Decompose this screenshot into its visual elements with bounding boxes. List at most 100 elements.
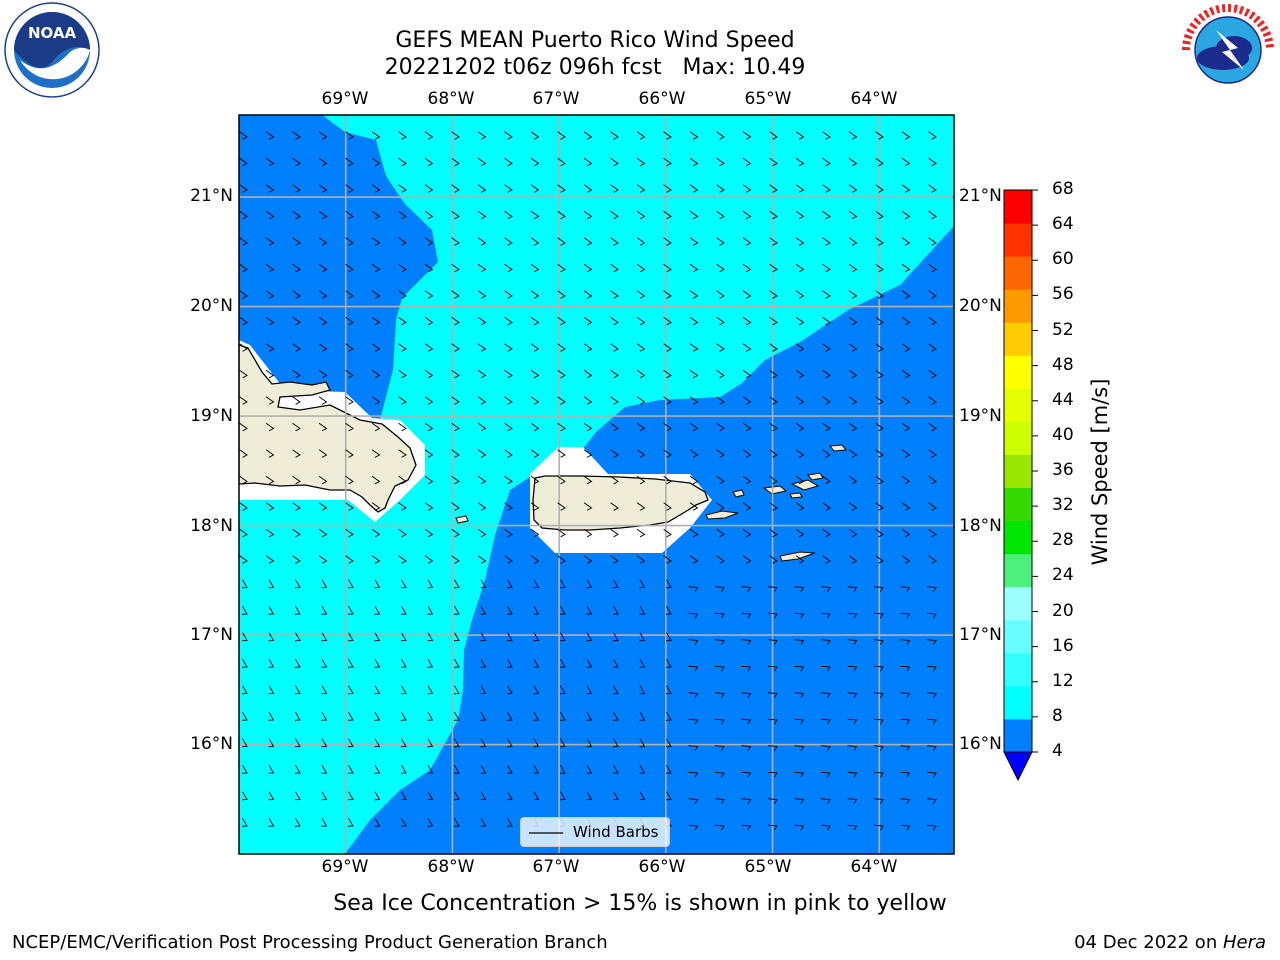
wind-barb bbox=[424, 449, 434, 458]
wind-barb bbox=[794, 771, 805, 778]
wind-barb bbox=[689, 263, 699, 273]
wind-barb bbox=[610, 343, 619, 352]
wind-barb bbox=[767, 692, 778, 698]
wind-barb bbox=[612, 579, 619, 589]
wind-barb bbox=[847, 798, 858, 804]
wind-barb bbox=[453, 579, 460, 589]
wind-barb bbox=[795, 369, 805, 379]
wind-barb bbox=[239, 343, 248, 352]
wind-barb bbox=[688, 745, 699, 751]
wind-barb bbox=[371, 555, 381, 564]
wind-barb bbox=[424, 422, 434, 432]
wind-barb bbox=[610, 290, 619, 299]
wind-barb bbox=[928, 263, 937, 273]
wind-barb bbox=[583, 157, 593, 167]
wind-barb bbox=[477, 449, 487, 458]
colorbar-tick-label: 52 bbox=[1052, 319, 1074, 340]
wind-barb bbox=[900, 692, 911, 698]
wind-barb bbox=[504, 237, 513, 246]
wind-barb bbox=[663, 184, 672, 193]
wind-barb bbox=[689, 184, 699, 193]
wind-barb bbox=[610, 422, 619, 432]
wind-barb bbox=[506, 685, 513, 695]
wind-barb bbox=[557, 157, 566, 167]
wind-barb bbox=[398, 502, 407, 511]
wind-barb bbox=[347, 791, 354, 801]
wind-barb bbox=[610, 475, 619, 485]
wind-barb bbox=[663, 475, 672, 485]
lat-label-right: 18°N bbox=[959, 516, 1002, 536]
wind-barb bbox=[769, 237, 778, 246]
wind-barb bbox=[795, 422, 805, 432]
colorbar-segment bbox=[1004, 355, 1032, 389]
wind-barb bbox=[583, 475, 593, 485]
wind-barb bbox=[848, 502, 858, 511]
wind-barb bbox=[767, 824, 778, 831]
wind-barb bbox=[822, 237, 831, 246]
wind-barb bbox=[689, 343, 699, 352]
wind-barb bbox=[477, 502, 487, 511]
wind-barb bbox=[795, 316, 805, 326]
wind-barb bbox=[610, 210, 619, 220]
wind-barb bbox=[371, 131, 381, 140]
wind-barb bbox=[928, 237, 937, 246]
wind-barb bbox=[822, 369, 831, 379]
wind-barb bbox=[239, 528, 248, 538]
wind-barb bbox=[586, 685, 593, 695]
wind-barb bbox=[427, 764, 434, 774]
colorbar-tick-label: 16 bbox=[1052, 635, 1074, 656]
wind-barb bbox=[530, 316, 540, 326]
wind-barb bbox=[583, 502, 593, 511]
wind-barb bbox=[265, 263, 275, 273]
wind-barb bbox=[294, 711, 301, 721]
wind-barb bbox=[926, 612, 937, 619]
wind-barb bbox=[239, 449, 248, 458]
wind-barb bbox=[767, 665, 778, 672]
wind-barb bbox=[530, 369, 540, 379]
wind-barb bbox=[688, 692, 699, 698]
wind-barb bbox=[347, 685, 354, 695]
wind-barb bbox=[239, 210, 248, 220]
colorbar-segment bbox=[1004, 685, 1032, 720]
wind-barb bbox=[639, 764, 646, 774]
wind-barb bbox=[714, 718, 725, 725]
wind-barb bbox=[294, 764, 301, 774]
wind-barb bbox=[688, 718, 699, 725]
wind-barb bbox=[822, 555, 831, 564]
legend-barb-icon bbox=[529, 832, 563, 834]
wind-barb bbox=[820, 718, 831, 725]
colorbar-tick-label: 48 bbox=[1052, 354, 1074, 375]
wind-barb bbox=[769, 449, 778, 458]
wind-barb bbox=[477, 263, 487, 273]
wind-barb bbox=[689, 502, 699, 511]
wind-barb bbox=[901, 449, 911, 458]
wind-barb bbox=[847, 745, 858, 751]
wind-barb bbox=[848, 316, 858, 326]
wind-barb bbox=[610, 528, 619, 538]
wind-barb bbox=[345, 396, 354, 405]
wind-barb bbox=[371, 263, 381, 273]
wind-barb bbox=[292, 184, 301, 193]
wind-barb bbox=[822, 290, 831, 299]
wind-barb bbox=[268, 764, 275, 774]
wind-barb bbox=[559, 658, 566, 668]
mona-island bbox=[455, 515, 469, 524]
wind-barb bbox=[345, 210, 354, 220]
wind-barb bbox=[530, 422, 540, 432]
colorbar-tick-label: 68 bbox=[1052, 179, 1074, 199]
wind-barb bbox=[292, 157, 301, 167]
wind-barb bbox=[265, 369, 275, 379]
wind-barb bbox=[451, 263, 460, 273]
wind-barb bbox=[822, 184, 831, 193]
wind-barb bbox=[769, 343, 778, 352]
wind-barb bbox=[926, 824, 937, 831]
wind-barb bbox=[427, 738, 434, 748]
wind-barb bbox=[530, 263, 540, 273]
wind-barb bbox=[453, 658, 460, 668]
wind-barb bbox=[794, 824, 805, 831]
wind-barb bbox=[636, 210, 646, 220]
wind-barb bbox=[345, 422, 354, 432]
wind-barb bbox=[639, 738, 646, 748]
wind-barb bbox=[873, 745, 884, 751]
colorbar-tick-label: 28 bbox=[1052, 530, 1074, 551]
